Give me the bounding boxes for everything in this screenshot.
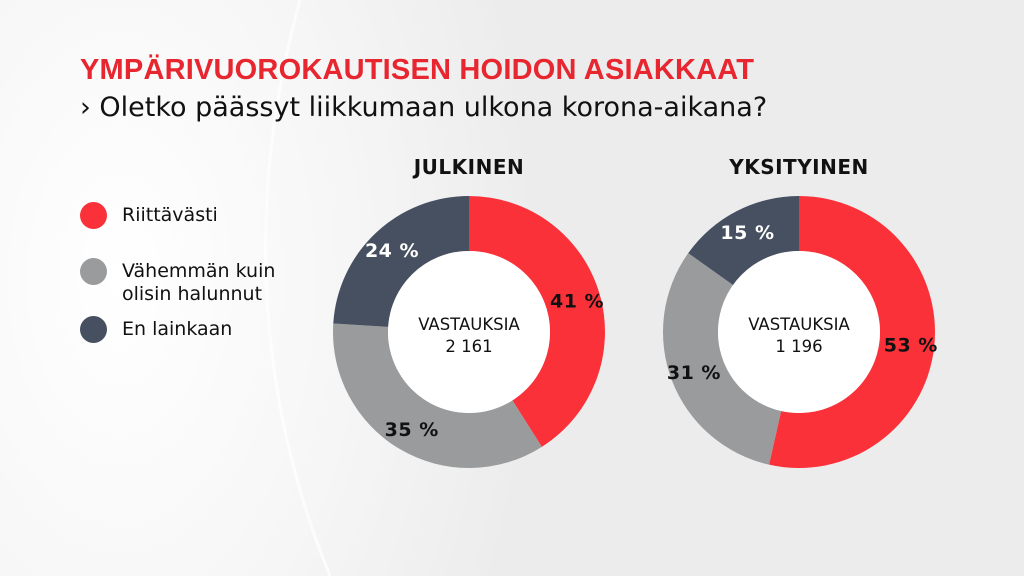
legend-label: Vähemmän kuin olisin halunnut <box>122 260 302 306</box>
legend-swatch-red <box>80 202 107 229</box>
donut-slice <box>469 196 605 447</box>
donut-slice <box>688 196 799 286</box>
legend-label-line: olisin halunnut <box>122 283 263 305</box>
legend-label-line: Vähemmän kuin <box>122 260 276 282</box>
legend-label-line: Riittävästi <box>122 204 218 226</box>
donut-chart-julkinen: JULKINEN 41 % 35 % 24 % VASTAUKSIA 2 161 <box>333 155 605 468</box>
donut-center <box>718 251 880 413</box>
legend-item-riittavasti: Riittävästi <box>80 202 302 229</box>
chart-title: JULKINEN <box>412 155 525 179</box>
donut-chart-yksityinen: YKSITYINEN 53 % 31 % 15 % VASTAUKSIA 1 196 <box>663 155 938 468</box>
donut-slice <box>333 323 542 468</box>
center-label-count: 2 161 <box>445 337 492 356</box>
legend-item-vahemman: Vähemmän kuin olisin halunnut <box>80 258 302 306</box>
legend-label: En lainkaan <box>122 318 302 341</box>
donut-center <box>388 251 550 413</box>
question-subtitle: › Oletko päässyt liikkumaan ulkona koron… <box>80 92 768 123</box>
center-label-title: VASTAUKSIA <box>748 315 850 334</box>
donut-slice <box>663 253 782 465</box>
slice-value-label: 41 % <box>550 291 604 313</box>
slice-value-label: 24 % <box>365 240 419 262</box>
legend-label: Riittävästi <box>122 204 302 227</box>
center-label-title: VASTAUKSIA <box>418 315 520 334</box>
legend-swatch-gray <box>80 258 107 285</box>
chart-title: YKSITYINEN <box>728 155 869 179</box>
slice-value-label: 15 % <box>720 222 774 244</box>
legend-item-en-lainkaan: En lainkaan <box>80 316 302 343</box>
slice-value-label: 31 % <box>667 362 721 384</box>
slice-value-label: 53 % <box>884 334 938 356</box>
center-label-count: 1 196 <box>775 337 822 356</box>
donut-slice <box>333 196 469 327</box>
page-title: YMPÄRIVUOROKAUTISEN HOIDON ASIAKKAAT <box>80 54 755 86</box>
legend-swatch-dark <box>80 316 107 343</box>
slice-value-label: 35 % <box>385 419 439 441</box>
legend-label-line: En lainkaan <box>122 318 233 340</box>
donut-slice <box>769 196 936 468</box>
